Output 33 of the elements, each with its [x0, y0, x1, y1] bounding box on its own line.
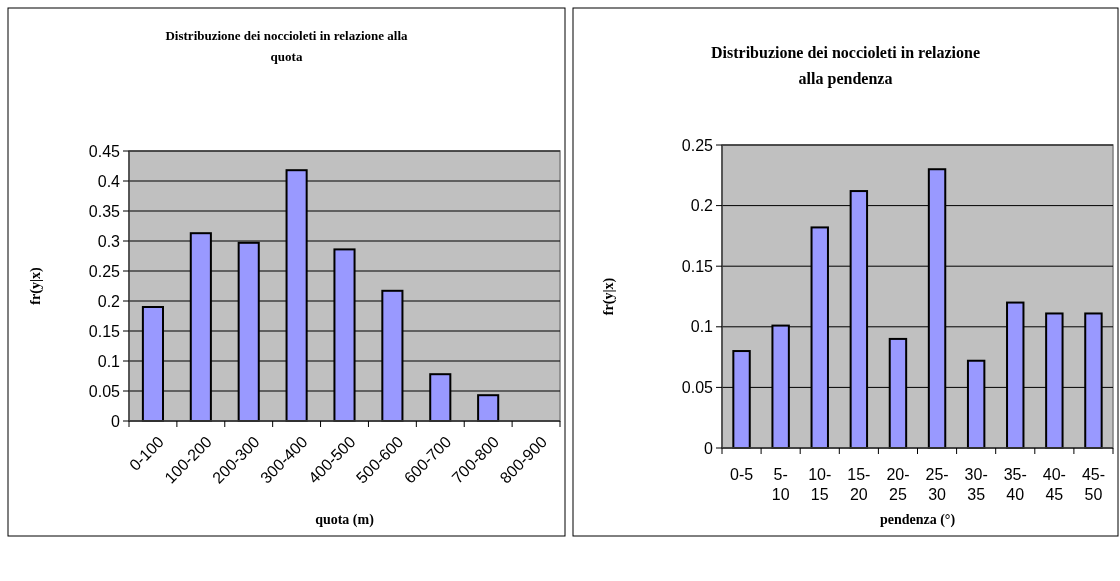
y-tick-label: 0.05: [681, 378, 714, 396]
x-tick-label: 45-50: [1081, 466, 1106, 503]
y-tick-label: 0.3: [97, 232, 121, 250]
y-tick-label: 0.15: [681, 257, 714, 275]
x-tick-label: 35-40: [1003, 466, 1027, 503]
chart-title: Distribuzione dei noccioleti in relazione alla pendenza: [710, 44, 981, 88]
y-tick-label: 0.35: [88, 202, 121, 220]
y-tick-label: 0.1: [690, 318, 714, 336]
bar: [477, 394, 500, 422]
y-tick-label: 0.05: [88, 382, 121, 400]
y-tick-label: 0.45: [88, 142, 121, 160]
y-tick-label: 0.15: [88, 322, 121, 340]
x-tick-label: 20-25: [886, 466, 910, 503]
x-tick-label: 0-5: [729, 466, 754, 483]
x-tick-label: 30-35: [964, 466, 988, 503]
x-tick-label: 40-45: [1042, 466, 1066, 503]
y-tick-label: 0: [111, 412, 121, 430]
y-tick-label: 0.2: [97, 292, 121, 310]
x-tick-label: 15-20: [847, 466, 871, 503]
x-tick-label: 25-30: [925, 466, 949, 503]
y-axis-title: fr(y|x): [28, 267, 44, 305]
x-tick-label: 5-10: [771, 466, 790, 503]
chart-title: Distribuzione dei noccioleti in relazione alla quota: [165, 28, 409, 64]
y-tick-label: 0: [704, 439, 714, 457]
y-tick-label: 0.25: [681, 136, 714, 154]
y-tick-label: 0.4: [97, 172, 121, 190]
y-tick-label: 0.1: [97, 352, 121, 370]
x-axis-title: quota (m): [315, 512, 375, 528]
x-axis-title: pendenza (°): [879, 512, 956, 528]
y-tick-label: 0.2: [690, 197, 714, 215]
x-tick-label: 10-15: [808, 466, 832, 503]
y-axis-title: fr(y|x): [601, 277, 617, 316]
y-tick-label: 0.25: [88, 262, 121, 280]
